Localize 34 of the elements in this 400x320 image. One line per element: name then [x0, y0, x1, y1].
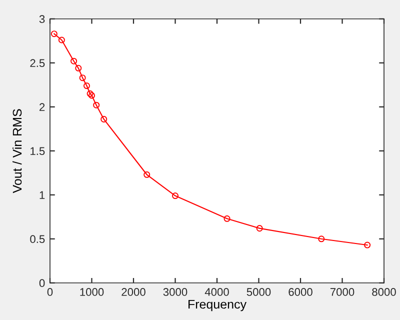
point [70, 58, 78, 64]
point [100, 116, 108, 122]
x-tick-label: 2000 [122, 288, 146, 296]
point [83, 82, 90, 90]
x-tick-label: 1000 [80, 288, 104, 296]
x-axis-title: Frequency [188, 300, 247, 312]
x-tick-label: 5000 [246, 288, 271, 296]
point [50, 30, 58, 38]
point [256, 225, 263, 232]
y-tick-label: 1 [40, 191, 45, 199]
point [93, 102, 100, 108]
x-tick-label: 3000 [163, 288, 188, 296]
point [318, 236, 325, 242]
point [88, 92, 96, 99]
point [224, 215, 230, 222]
point [58, 36, 65, 44]
point [364, 242, 371, 248]
point [75, 64, 82, 72]
x-tick-label: 6000 [288, 288, 312, 296]
y-tick-label: 3 [39, 15, 45, 24]
y-tick-label: 0 [39, 279, 45, 288]
y-axis-title: Vout / Vin RMS [12, 109, 22, 194]
point [144, 171, 150, 178]
y-tick-label: 1.5 [30, 147, 45, 156]
x-tick-label: 8000 [372, 288, 396, 296]
y-tick-label: 2 [40, 103, 45, 111]
point [79, 74, 86, 82]
point [86, 90, 94, 97]
x-tick-label: 7000 [330, 288, 354, 296]
x-tick-label: 4000 [204, 288, 229, 296]
y-tick-label: 2.5 [30, 59, 45, 68]
x-tick-label: 0 [47, 288, 53, 296]
point [172, 192, 179, 200]
y-tick-label: 0.5 [30, 235, 45, 244]
